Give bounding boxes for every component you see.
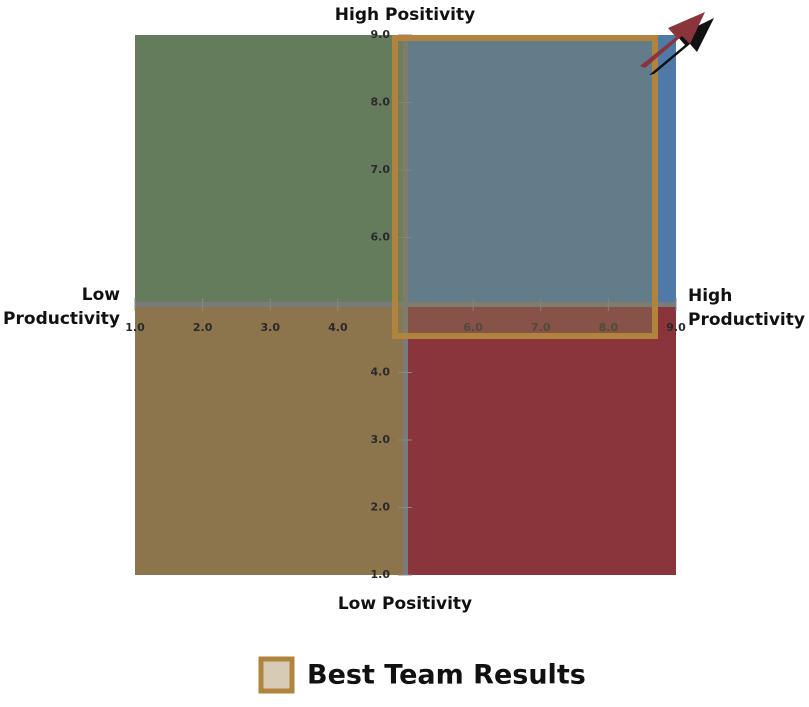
quadrant-top-right <box>405 35 676 305</box>
y-tick-label: 9.0 <box>371 28 391 41</box>
ticks: 1.0 2.0 3.0 4.0 6.0 7.0 8.0 9.0 9.0 8.0 7.0 6.0 4.0 3… <box>125 28 686 581</box>
x-tick-label: 1.0 <box>125 321 145 334</box>
quadrant-top-left <box>135 35 405 305</box>
legend-swatch <box>258 656 295 694</box>
x-tick-label: 4.0 <box>328 321 348 334</box>
y-tick-label: 6.0 <box>371 231 391 244</box>
bottom-label: Low Positivity <box>338 594 472 614</box>
x-tick-label: 8.0 <box>599 321 619 334</box>
best-results-highlight <box>392 35 658 339</box>
left-label: Low <box>82 285 121 305</box>
y-tick-label: 4.0 <box>371 366 391 379</box>
y-tick-label: 1.0 <box>371 568 391 581</box>
y-tick-label: 2.0 <box>371 501 391 514</box>
y-tick-label: 7.0 <box>371 163 391 176</box>
x-tick-label: 3.0 <box>261 321 281 334</box>
y-tick-label: 8.0 <box>371 96 391 109</box>
y-tick-label: 3.0 <box>371 433 391 446</box>
top-label: High Positivity <box>335 5 475 25</box>
y-axis-line <box>403 35 408 575</box>
left-label: Productivity <box>3 309 120 329</box>
right-label: High <box>688 286 732 306</box>
quadrant-bottom-left <box>135 305 405 575</box>
x-tick-label: 6.0 <box>463 321 483 334</box>
arrow <box>640 12 714 75</box>
x-tick-label: 9.0 <box>666 321 686 334</box>
quadrant-bottom-right <box>405 305 676 575</box>
x-tick-label: 7.0 <box>531 321 551 334</box>
legend-label: Best Team Results <box>307 660 586 691</box>
x-tick-label: 2.0 <box>193 321 213 334</box>
right-label: Productivity <box>688 310 805 330</box>
